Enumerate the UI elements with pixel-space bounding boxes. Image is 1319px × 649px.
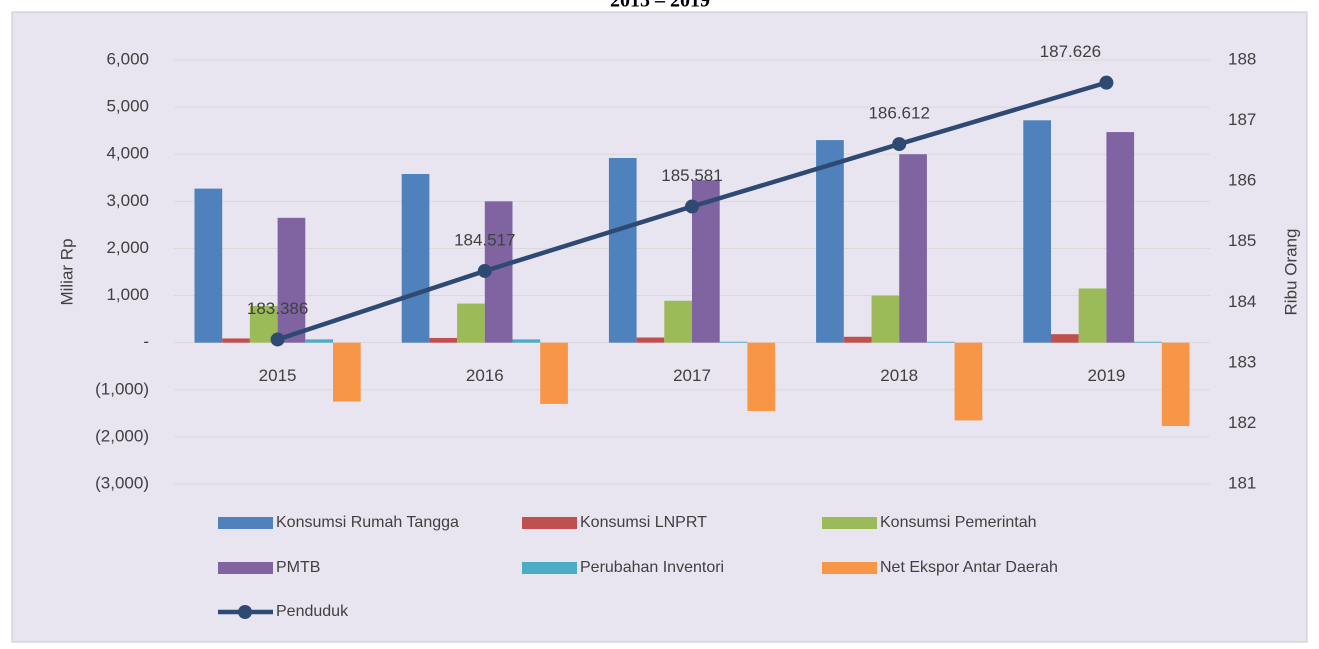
bar: [1106, 132, 1135, 343]
y2-axis-title: Ribu Orang: [1281, 229, 1300, 316]
x-tick-label: 2018: [880, 366, 918, 385]
y2-tick-label: 184: [1228, 292, 1256, 311]
bar: [457, 303, 485, 343]
legend-swatch: [522, 517, 577, 529]
line-marker: [270, 332, 285, 347]
bar: [899, 154, 927, 343]
bar: [1078, 288, 1107, 343]
y-tick-label: (3,000): [95, 473, 149, 492]
bar: [401, 174, 430, 343]
line-marker: [685, 199, 699, 214]
y-tick-label: (1,000): [95, 379, 149, 398]
bar: [512, 339, 541, 343]
y2-tick-label: 187: [1228, 110, 1256, 129]
bar: [954, 342, 983, 421]
bar: [871, 295, 900, 343]
y2-tick-label: 185: [1228, 231, 1256, 250]
x-tick-label: 2015: [259, 366, 297, 385]
y2-tick-label: 186: [1228, 171, 1256, 190]
bar: [429, 337, 458, 343]
legend-swatch: [822, 562, 877, 574]
bar: [1023, 120, 1051, 343]
chart-title: 2015 – 2019: [610, 0, 710, 12]
bar: [1134, 341, 1162, 343]
data-label: 184.517: [454, 230, 515, 249]
data-label: 183.386: [247, 299, 308, 318]
y-tick-label: 4,000: [106, 144, 149, 163]
y2-tick-label: 181: [1228, 473, 1256, 492]
x-tick-label: 2019: [1087, 366, 1125, 385]
y-axis-title: Miliar Rp: [57, 238, 76, 305]
legend-marker: [238, 605, 252, 619]
legend-swatch: [822, 517, 877, 529]
y-tick-label: 2,000: [106, 238, 149, 257]
y2-tick-label: 188: [1228, 49, 1256, 68]
bar: [333, 342, 361, 402]
y-tick-label: 1,000: [106, 285, 149, 304]
x-tick-label: 2017: [673, 366, 711, 385]
line-marker: [1099, 75, 1114, 90]
data-label: 187.626: [1040, 42, 1101, 61]
x-tick-label: 2016: [466, 366, 504, 385]
bar: [194, 188, 223, 343]
data-label: 185.581: [661, 166, 722, 185]
bar: [277, 217, 306, 343]
legend-label: Perubahan Inventori: [580, 559, 724, 576]
legend-label: Konsumsi Rumah Tangga: [276, 514, 459, 531]
bar: [747, 342, 776, 411]
y-tick-label: 3,000: [106, 191, 149, 210]
legend-label: PMTB: [276, 559, 320, 576]
bar: [843, 336, 872, 343]
bar: [636, 337, 665, 343]
y-tick-label: -: [143, 332, 149, 351]
y2-tick-label: 182: [1228, 413, 1256, 432]
legend-label: Konsumsi LNPRT: [580, 514, 707, 531]
bar: [816, 140, 844, 343]
legend-swatch: [218, 517, 273, 529]
legend-swatch: [218, 562, 273, 574]
bar: [608, 157, 637, 343]
data-label: 186.612: [868, 104, 929, 123]
bar: [1051, 334, 1079, 343]
y-tick-label: 6,000: [106, 49, 149, 68]
legend-swatch: [522, 562, 577, 574]
line-marker: [477, 263, 492, 278]
bar: [222, 338, 250, 343]
y-tick-label: (2,000): [95, 426, 149, 445]
bar: [305, 339, 333, 343]
legend-label: Net Ekspor Antar Daerah: [880, 559, 1058, 576]
bar: [926, 341, 955, 343]
y-tick-label: 5,000: [106, 97, 149, 116]
y2-tick-label: 183: [1228, 352, 1256, 371]
bar: [664, 300, 692, 343]
bar: [540, 342, 568, 404]
line-marker: [892, 137, 907, 152]
bar: [719, 341, 748, 343]
legend-label: Konsumsi Pemerintah: [880, 514, 1037, 531]
legend-label: Penduduk: [276, 603, 349, 620]
bar: [1161, 342, 1190, 427]
